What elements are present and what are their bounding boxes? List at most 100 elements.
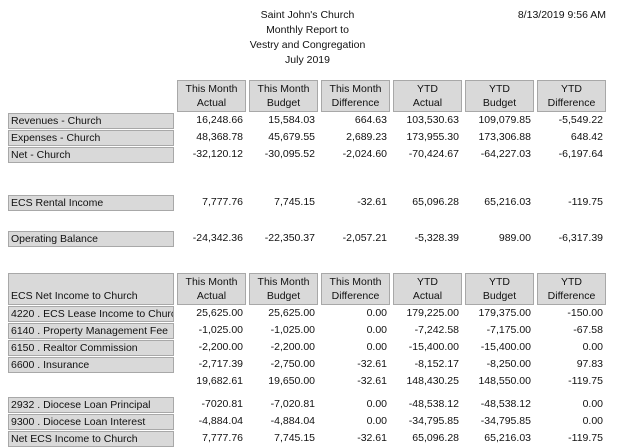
- row-label: Net ECS Income to Church: [8, 431, 174, 447]
- value-cell: -15,400.00: [480, 341, 531, 353]
- report-timestamp: 8/13/2019 9:56 AM: [517, 9, 606, 21]
- value-cell: 0.00: [366, 415, 387, 427]
- value-cell: -2,200.00: [198, 341, 243, 353]
- column-header-bottom: Actual: [196, 96, 227, 109]
- column-header-top: This Month: [185, 83, 238, 95]
- blank-row: [8, 212, 606, 230]
- ecs-section-label: ECS Net Income to Church: [8, 273, 174, 305]
- column-header-ytd-difference: YTD Difference: [537, 273, 606, 305]
- column-header-ytd-actual: YTD Actual: [393, 80, 462, 112]
- row-label: ECS Rental Income: [8, 195, 174, 211]
- column-header-ytd-actual: YTD Actual: [393, 273, 462, 305]
- value-cell: -7,242.58: [414, 324, 459, 336]
- value-cell: -8,152.17: [414, 358, 459, 370]
- value-cell: 45,679.55: [268, 131, 315, 143]
- row-label: 6140 . Property Management Fee: [8, 323, 174, 339]
- column-header-this-month-budget: This Month Budget: [249, 273, 318, 305]
- row-label: Net - Church: [8, 147, 174, 163]
- value-cell: -7,020.81: [270, 398, 315, 410]
- value-cell: 25,625.00: [196, 307, 243, 319]
- value-cell: -67.58: [573, 324, 603, 336]
- value-cell: 16,248.66: [196, 114, 243, 126]
- value-cell: 65,216.03: [484, 432, 531, 444]
- value-cell: -2,024.60: [342, 148, 387, 160]
- column-header-bottom: Budget: [482, 289, 517, 302]
- value-cell: -48,538.12: [480, 398, 531, 410]
- column-header-top: YTD: [417, 83, 438, 95]
- value-cell: 648.42: [570, 131, 603, 143]
- column-header-this-month-actual: This Month Actual: [177, 273, 246, 305]
- value-cell: 7,745.15: [274, 196, 315, 208]
- value-cell: -32.61: [357, 358, 387, 370]
- value-cell: 7,745.15: [274, 432, 315, 444]
- column-header-bottom: Actual: [412, 96, 443, 109]
- value-cell: -64,227.03: [480, 148, 531, 160]
- column-header-top: This Month: [329, 276, 382, 288]
- column-header-top: YTD: [561, 276, 582, 288]
- column-header-ytd-difference: YTD Difference: [537, 80, 606, 112]
- column-header-top: This Month: [257, 83, 310, 95]
- column-header-top: YTD: [489, 83, 510, 95]
- column-header-top: YTD: [489, 276, 510, 288]
- row-label: Expenses - Church: [8, 130, 174, 146]
- value-cell: -5,549.22: [558, 114, 603, 126]
- value-cell: -6,197.64: [558, 148, 603, 160]
- column-header-top: This Month: [257, 276, 310, 288]
- value-cell: -1,025.00: [270, 324, 315, 336]
- value-cell: 2,689.23: [346, 131, 387, 143]
- column-header-bottom: Difference: [331, 289, 380, 302]
- value-cell: -119.75: [568, 196, 603, 208]
- summary-table: This Month Actual This Month Budget This…: [8, 80, 607, 247]
- value-cell: 7,777.76: [202, 432, 243, 444]
- column-header-this-month-difference: This Month Difference: [321, 273, 390, 305]
- column-header-top: This Month: [185, 276, 238, 288]
- column-header-bottom: Budget: [266, 96, 301, 109]
- row-label: 2932 . Diocese Loan Principal: [8, 397, 174, 413]
- column-header-bottom: Budget: [266, 289, 301, 302]
- value-cell: 0.00: [366, 307, 387, 319]
- value-cell: 148,430.25: [406, 375, 459, 387]
- value-cell: -32.61: [357, 432, 387, 444]
- value-cell: 664.63: [354, 114, 387, 126]
- value-cell: -2,750.00: [270, 358, 315, 370]
- value-cell: 148,550.00: [478, 375, 531, 387]
- value-cell: -119.75: [568, 375, 603, 387]
- value-cell: 173,306.88: [478, 131, 531, 143]
- value-cell: 0.00: [582, 398, 603, 410]
- value-cell: -7,175.00: [486, 324, 531, 336]
- value-cell: -70,424.67: [408, 148, 459, 160]
- value-cell: 109,079.85: [478, 114, 531, 126]
- column-header-this-month-budget: This Month Budget: [249, 80, 318, 112]
- value-cell: 0.00: [582, 341, 603, 353]
- column-header-bottom: Budget: [482, 96, 517, 109]
- column-header-bottom: Difference: [547, 289, 596, 302]
- value-cell: 19,650.00: [268, 375, 315, 387]
- value-cell: -24,342.36: [192, 232, 243, 244]
- column-header-bottom: Difference: [331, 96, 380, 109]
- value-cell: -2,200.00: [270, 341, 315, 353]
- ecs-table: ECS Net Income to Church This Month Actu…: [8, 273, 607, 447]
- value-cell: 173,955.30: [406, 131, 459, 143]
- report-title: Saint John's Church Monthly Report to Ve…: [8, 8, 607, 68]
- row-label: [8, 374, 174, 390]
- column-header-this-month-actual: This Month Actual: [177, 80, 246, 112]
- row-label: Operating Balance: [8, 231, 174, 247]
- value-cell: 25,625.00: [268, 307, 315, 319]
- value-cell: 989.00: [498, 232, 531, 244]
- column-header-top: This Month: [329, 83, 382, 95]
- value-cell: -150.00: [567, 307, 603, 319]
- value-cell: -119.75: [568, 432, 603, 444]
- value-cell: 7,777.76: [202, 196, 243, 208]
- report-title-line-2: Monthly Report to: [266, 24, 349, 36]
- row-label: 4220 . ECS Lease Income to Church: [8, 306, 174, 322]
- value-cell: 0.00: [366, 324, 387, 336]
- report-title-line-4: July 2019: [285, 54, 330, 66]
- row-label: 9300 . Diocese Loan Interest: [8, 414, 174, 430]
- value-cell: 179,375.00: [478, 307, 531, 319]
- value-cell: -4,884.04: [270, 415, 315, 427]
- value-cell: 65,096.28: [412, 432, 459, 444]
- value-cell: -2,057.21: [342, 232, 387, 244]
- row-label: 6150 . Realtor Commission: [8, 340, 174, 356]
- value-cell: -32,120.12: [192, 148, 243, 160]
- value-cell: 15,584.03: [268, 114, 315, 126]
